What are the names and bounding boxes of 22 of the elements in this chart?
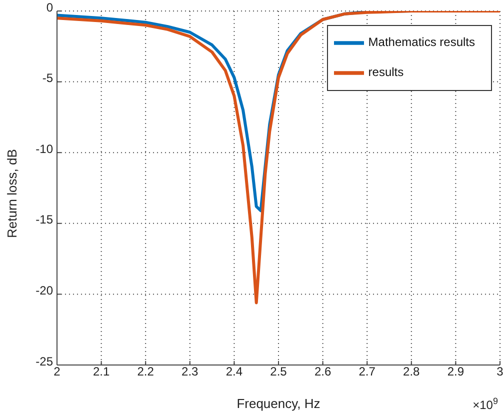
x-axis-title: Frequency, Hz — [236, 396, 320, 411]
x-tick-label: 2.4 — [226, 364, 243, 379]
y-tick-label: -20 — [36, 283, 54, 298]
x-tick-label: 2.9 — [447, 364, 464, 379]
x-tick-label: 2.3 — [182, 364, 199, 379]
x-tick-label: 3 — [496, 364, 504, 379]
y-axis-title: Return loss, dB — [4, 149, 20, 238]
y-tick-label: 0 — [46, 0, 54, 14]
text: ×10$^{9}$ — [472, 396, 498, 412]
x-tick-label: 2.8 — [403, 364, 420, 379]
x-tick-label: 2 — [54, 364, 61, 379]
x-tick-label: 2.2 — [137, 364, 154, 379]
y-tick-label: -5 — [42, 71, 54, 86]
x-tick-label: 2.7 — [358, 364, 376, 379]
y-tick-label: -25 — [36, 354, 54, 368]
legend-label: Mathematics results — [368, 35, 475, 50]
y-tick-label: -10 — [36, 142, 54, 156]
x-tick-label: 2.5 — [270, 364, 288, 379]
x-tick-label: 2.6 — [314, 364, 332, 379]
legend-label: results — [368, 65, 404, 80]
x-tick-label: 2.1 — [92, 364, 110, 379]
y-tick-label: -15 — [36, 212, 54, 227]
